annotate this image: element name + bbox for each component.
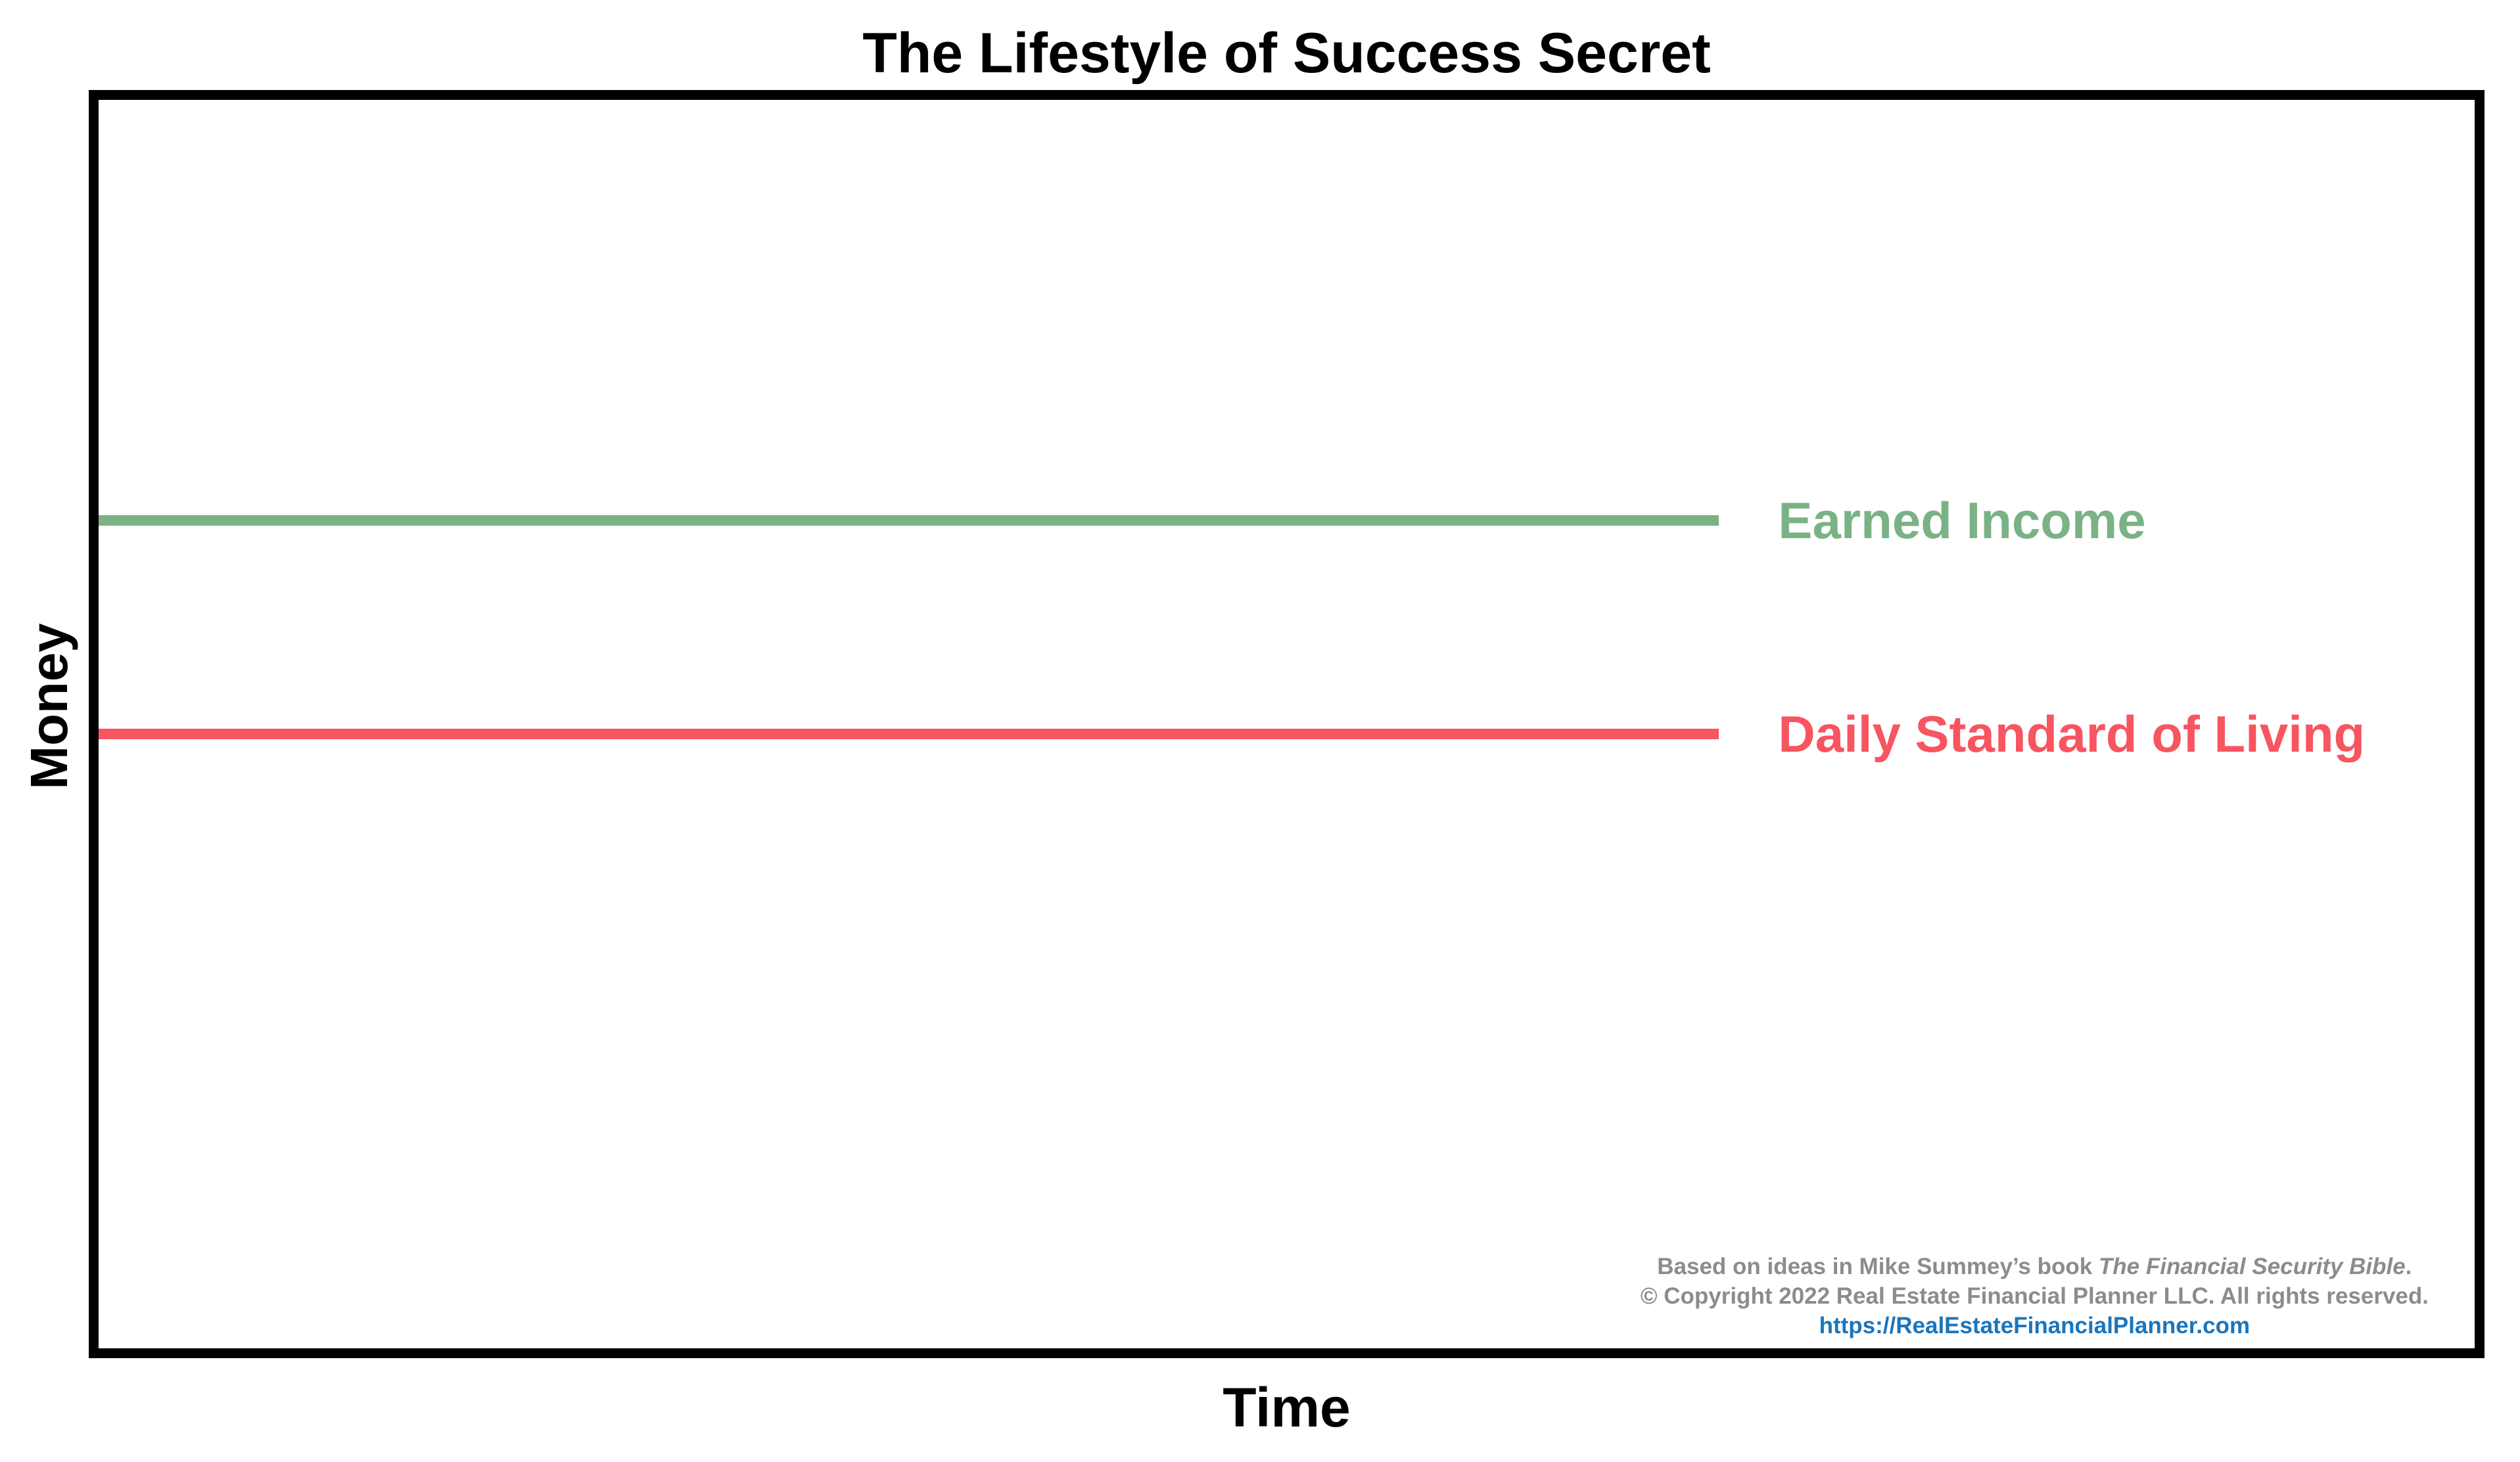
attribution-link[interactable]: https://RealEstateFinancialPlanner.com — [1819, 1313, 2251, 1338]
attribution-line-1-suffix: . — [2405, 1254, 2412, 1279]
x-axis-label: Time — [1223, 1377, 1351, 1438]
attribution-line-1-prefix: Based on ideas in Mike Summey’s book — [1657, 1254, 2099, 1279]
daily-standard-of-living-line — [99, 729, 1719, 740]
attribution-line-1: Based on ideas in Mike Summey’s book The… — [1641, 1252, 2429, 1281]
earned-income-line — [99, 515, 1719, 526]
daily-standard-of-living-label: Daily Standard of Living — [1778, 705, 2366, 764]
chart-title: The Lifestyle of Success Secret — [862, 22, 1711, 85]
plot-area: Earned Income Daily Standard of Living B… — [89, 90, 2485, 1358]
earned-income-label: Earned Income — [1778, 491, 2146, 550]
y-axis-label: Money — [20, 623, 78, 790]
attribution-book-title: The Financial Security Bible — [2098, 1254, 2406, 1279]
attribution-line-2: © Copyright 2022 Real Estate Financial P… — [1640, 1283, 2429, 1309]
attribution: Based on ideas in Mike Summey’s book The… — [1641, 1252, 2429, 1340]
